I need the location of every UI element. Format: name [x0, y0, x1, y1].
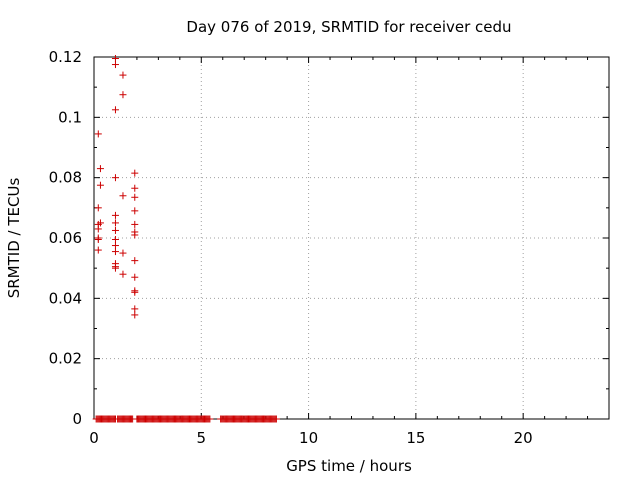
- data-point: [111, 55, 119, 63]
- y-tick-label: 0.08: [49, 169, 82, 187]
- data-point: [131, 207, 139, 215]
- data-point: [131, 273, 139, 281]
- chart-title: Day 076 of 2019, SRMTID for receiver ced…: [186, 18, 511, 36]
- data-point: [94, 130, 102, 138]
- y-tick-label: 0.04: [49, 289, 82, 307]
- data-point: [94, 246, 102, 254]
- data-point: [94, 236, 102, 244]
- x-tick-label: 10: [299, 429, 318, 447]
- y-tick-label: 0.12: [49, 48, 82, 66]
- y-axis-ticks: 0 0.02 0.04 0.06 0.08 0.1 0.12: [49, 48, 609, 428]
- x-axis-ticks: 0 5 10 15 20: [89, 57, 610, 447]
- data-point: [96, 181, 104, 189]
- data-point: [119, 192, 127, 200]
- data-point: [111, 106, 119, 114]
- data-point: [119, 249, 127, 257]
- x-tick-label: 0: [89, 429, 99, 447]
- data-point: [131, 311, 139, 319]
- grid-lines: [94, 57, 609, 419]
- data-point: [96, 219, 104, 227]
- y-tick-label: 0.02: [49, 350, 82, 368]
- y-tick-label: 0.06: [49, 229, 82, 247]
- data-point: [119, 91, 127, 99]
- x-tick-label: 15: [406, 429, 425, 447]
- data-point: [111, 226, 119, 234]
- data-point: [131, 288, 139, 296]
- data-point: [131, 305, 139, 313]
- y-axis-label: SRMTID / TECUs: [5, 178, 23, 299]
- data-points: [92, 55, 280, 423]
- data-point: [111, 219, 119, 227]
- data-point: [96, 165, 104, 173]
- zero-data-point: [272, 415, 280, 423]
- data-point: [111, 242, 119, 250]
- data-point: [119, 270, 127, 278]
- data-point: [119, 71, 127, 79]
- data-point: [111, 61, 119, 69]
- data-point: [131, 257, 139, 265]
- data-point: [131, 220, 139, 228]
- data-point: [131, 184, 139, 192]
- data-point: [131, 169, 139, 177]
- zero-data-point: [206, 415, 214, 423]
- data-point: [131, 231, 139, 239]
- y-tick-label: 0: [72, 410, 82, 428]
- y-tick-label: 0.1: [58, 108, 82, 126]
- plot-frame: [93, 56, 610, 420]
- data-point: [111, 174, 119, 182]
- x-axis-label: GPS time / hours: [286, 457, 412, 475]
- data-point: [94, 204, 102, 212]
- x-tick-label: 5: [197, 429, 207, 447]
- data-point: [111, 236, 119, 244]
- data-point: [94, 225, 102, 233]
- data-point: [111, 264, 119, 272]
- data-point: [111, 248, 119, 256]
- axes-frame: [93, 56, 610, 420]
- data-point: [111, 211, 119, 219]
- data-point: [131, 193, 139, 201]
- x-tick-label: 20: [514, 429, 533, 447]
